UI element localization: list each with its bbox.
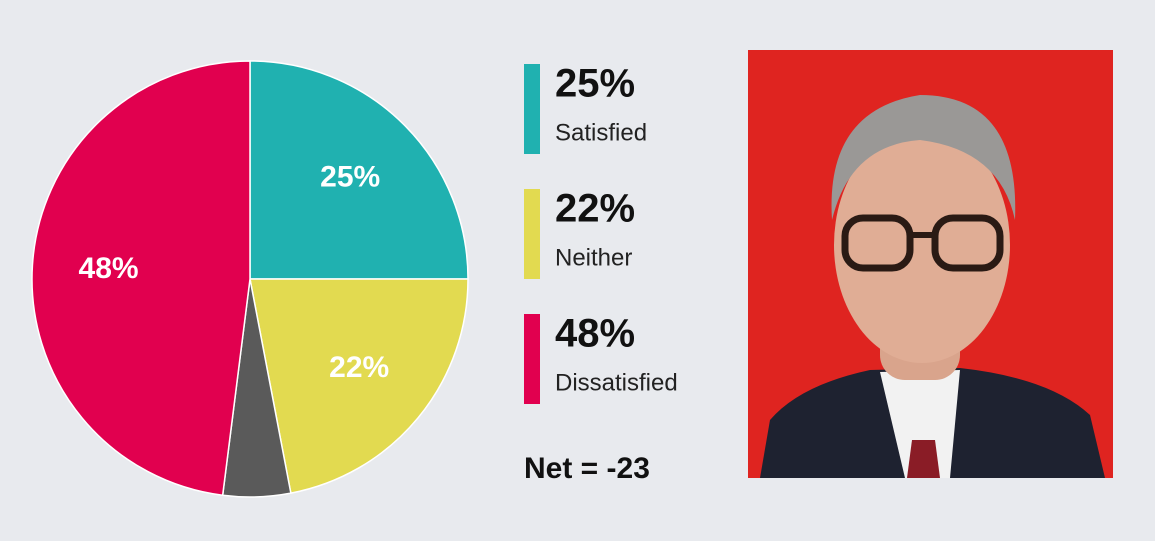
slice-label: 48% (79, 252, 139, 285)
legend-label: Satisfied (555, 119, 647, 146)
shirt (880, 370, 960, 478)
legend-value: 22% (555, 187, 635, 231)
net-annotation: Net = -23 (524, 452, 650, 485)
legend: 25% Satisfied 22% Neither 48% Dissatisfied (524, 62, 678, 404)
legend-swatch (524, 189, 540, 279)
legend-swatch (524, 64, 540, 154)
legend-label: Dissatisfied (555, 369, 678, 396)
legend-swatch (524, 314, 540, 404)
photo (748, 50, 1113, 478)
legend-value: 48% (555, 312, 635, 356)
legend-value: 25% (555, 62, 635, 106)
slice-label: 22% (329, 351, 389, 384)
glasses-left (841, 214, 914, 272)
glasses-right (931, 214, 1004, 272)
slice-label: 25% (320, 161, 380, 194)
pie-chart: 25% 22% 48% (31, 60, 469, 498)
legend-label: Neither (555, 244, 632, 271)
tie (907, 440, 940, 478)
pie-slice (249, 60, 469, 280)
pie-slice (31, 60, 251, 497)
pie-slice (249, 278, 469, 495)
hair (831, 95, 1016, 220)
face (834, 127, 1010, 363)
